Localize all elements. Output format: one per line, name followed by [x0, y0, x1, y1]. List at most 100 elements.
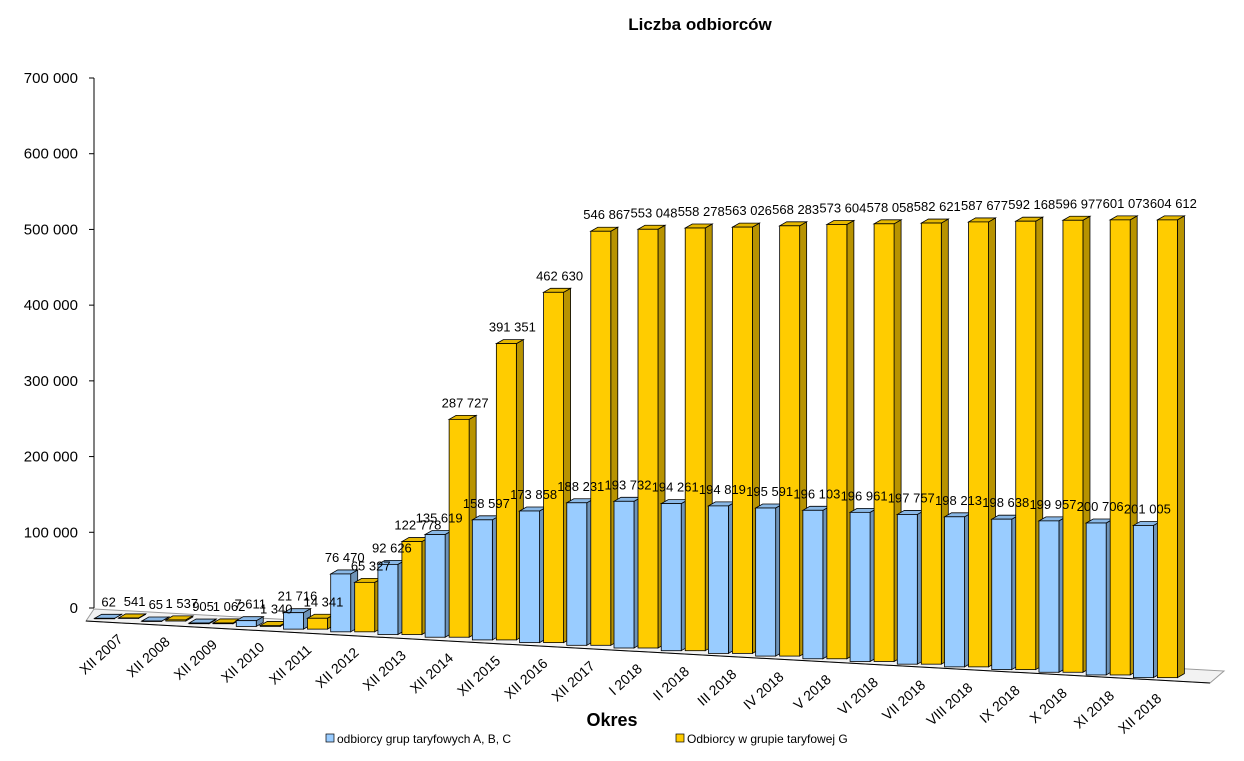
x-tick-label: I 2018 [605, 660, 645, 698]
bar-abc [187, 618, 218, 625]
bar-abc [943, 512, 974, 668]
x-tick-label: XII 2008 [123, 633, 173, 680]
legend-swatch [675, 733, 685, 743]
x-tick-label: VIII 2018 [923, 679, 976, 729]
data-label-g: 287 727 [442, 395, 489, 410]
data-label-abc: 200 706 [1077, 499, 1124, 514]
chart-title: Liczba odbiorców [628, 15, 772, 34]
data-label-g: 462 630 [536, 268, 583, 283]
bar-g [1155, 215, 1186, 679]
data-label-abc: 21 716 [278, 589, 318, 604]
bar-abc [612, 496, 643, 649]
x-tick-label: XII 2009 [171, 636, 221, 683]
data-label-abc: 7 611 [234, 597, 266, 612]
data-label-g: 596 977 [1055, 196, 1102, 211]
data-label-g: 604 612 [1150, 196, 1197, 211]
data-label-abc: 197 757 [888, 490, 935, 505]
bar-abc [234, 615, 265, 628]
data-label-g: 582 621 [914, 199, 961, 214]
data-label-abc: 196 103 [793, 486, 840, 501]
x-tick-label: V 2018 [790, 671, 834, 713]
bars-group [93, 215, 1186, 679]
data-label-g: 587 677 [961, 198, 1008, 213]
legend: odbiorcy grup taryfowych A, B, C Odbiorcy… [325, 732, 848, 746]
x-tick-label: XII 2011 [266, 641, 315, 687]
data-label-g: 1 537 [166, 596, 199, 611]
y-tick-label: 600 000 [24, 146, 78, 163]
data-label-g: 546 867 [583, 207, 630, 222]
legend-swatch [325, 733, 335, 743]
data-label-abc: 905 [192, 599, 214, 614]
data-label-abc: 194 819 [699, 482, 746, 497]
y-tick-label: 100 000 [24, 524, 78, 541]
bar-g [636, 224, 667, 649]
bar-abc [706, 501, 737, 655]
data-label-abc: 65 [149, 597, 163, 612]
data-label-abc: 194 261 [652, 480, 699, 495]
x-tick-label: II 2018 [650, 663, 693, 704]
data-label-g: 601 073 [1103, 196, 1150, 211]
y-tick-label: 300 000 [24, 373, 78, 390]
data-label-g: 563 026 [725, 203, 772, 218]
data-label-g: 1 340 [260, 601, 293, 616]
x-tick-label: VII 2018 [879, 676, 929, 723]
legend-label: odbiorcy grup taryfowych A, B, C [337, 732, 511, 746]
bar-g [117, 613, 148, 620]
x-tick-label: XII 2013 [359, 647, 409, 694]
x-tick-label: XII 2015 [454, 652, 504, 699]
x-tick-label: IV 2018 [740, 668, 787, 712]
data-label-abc: 198 213 [935, 493, 982, 508]
data-label-g: 391 351 [489, 320, 536, 335]
data-label-abc: 198 638 [982, 495, 1029, 510]
bar-abc [848, 507, 879, 663]
y-tick-label: 700 000 [24, 70, 78, 87]
data-label-g: 14 341 [304, 594, 344, 609]
data-label-abc: 199 957 [1029, 497, 1076, 512]
data-label-abc: 76 470 [325, 550, 365, 565]
data-label-g: 65 327 [351, 558, 391, 573]
bar-abc [140, 616, 171, 622]
data-label-abc: 158 597 [463, 496, 510, 511]
x-tick-label: VI 2018 [835, 674, 882, 718]
data-label-g: 568 283 [772, 202, 819, 217]
bar-abc [659, 498, 690, 652]
bar-abc [1037, 516, 1068, 673]
data-label-abc: 135 619 [416, 511, 463, 526]
x-axis-title: Okres [586, 710, 637, 730]
x-tick-label: III 2018 [694, 666, 740, 709]
bar-abc [895, 509, 926, 665]
bar-g [1014, 216, 1045, 671]
y-tick-label: 0 [70, 600, 78, 617]
data-label-g: 558 278 [678, 204, 725, 219]
bar-g [872, 219, 903, 663]
data-label-abc: 201 005 [1124, 501, 1171, 516]
data-label-g: 541 [124, 594, 146, 609]
y-tick-label: 200 000 [24, 449, 78, 466]
bar-abc [423, 529, 454, 638]
x-tick-label: XII 2018 [1115, 690, 1165, 737]
x-tick-label: XII 2017 [548, 658, 598, 705]
data-label-abc: 173 858 [510, 487, 557, 502]
bar-abc [518, 506, 549, 644]
x-tick-label: XII 2012 [312, 644, 362, 691]
x-tick-label: XI 2018 [1071, 687, 1118, 731]
x-tick-label: IX 2018 [976, 682, 1023, 726]
data-label-g: 592 168 [1008, 197, 1055, 212]
data-label-abc: 193 732 [605, 477, 652, 492]
data-label-g: 553 048 [631, 205, 678, 220]
data-label-abc: 188 231 [557, 479, 604, 494]
data-label-g: 578 058 [867, 200, 914, 215]
data-label-abc: 195 591 [746, 484, 793, 499]
x-axis-line [85, 620, 1211, 684]
bar-g [164, 615, 195, 622]
data-label-abc: 196 961 [841, 488, 888, 503]
x-tick-label: XII 2007 [76, 631, 126, 678]
data-label-abc: 62 [101, 594, 115, 609]
bar-abc [801, 505, 832, 660]
bar-abc [470, 515, 501, 641]
x-tick-label: XII 2010 [218, 639, 268, 686]
bar-abc [1131, 520, 1162, 679]
